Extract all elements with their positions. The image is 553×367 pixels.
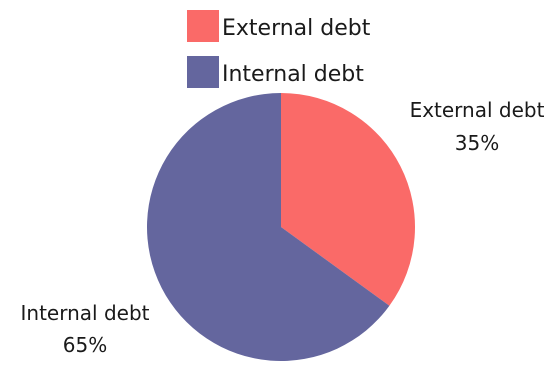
- legend-swatch: [187, 10, 219, 42]
- legend: External debt Internal debt: [187, 10, 371, 88]
- pie-slice-internal-debt: [146, 93, 390, 361]
- slice-label-name: External debt: [410, 98, 545, 122]
- slice-label-value: 65%: [63, 333, 107, 357]
- legend-label: External debt: [222, 16, 371, 41]
- slice-label-name: Internal debt: [21, 301, 150, 325]
- pie-slices: [146, 93, 415, 361]
- pie-slice-external-debt: [281, 93, 415, 306]
- legend-swatch: [187, 56, 219, 88]
- slice-label-value: 35%: [455, 131, 499, 155]
- legend-label: Internal debt: [222, 62, 364, 87]
- slice-labels: External debt 35% Internal debt 65%: [21, 98, 545, 357]
